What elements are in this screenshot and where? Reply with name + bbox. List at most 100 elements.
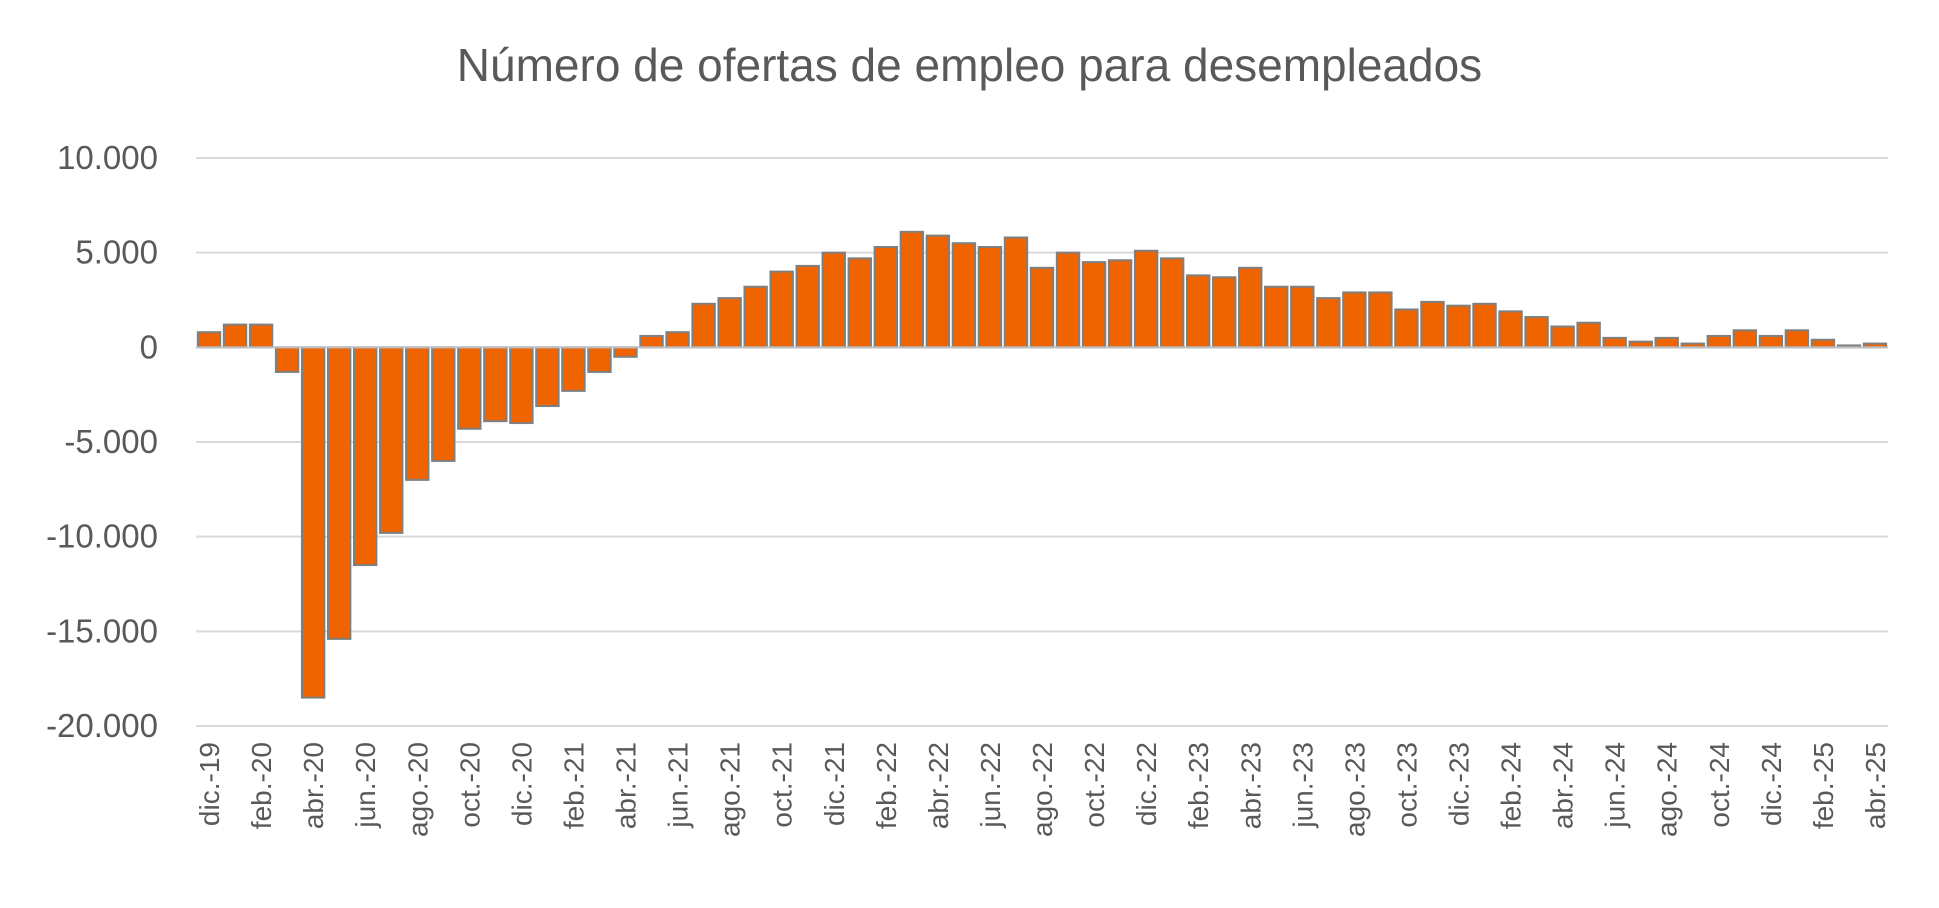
x-tick-label: oct.-22 [1079, 742, 1110, 828]
y-tick-label: 5.000 [75, 234, 158, 271]
x-tick-label: feb.-21 [558, 742, 589, 829]
x-tick-label: abr.-20 [298, 742, 329, 829]
bar [1107, 259, 1133, 349]
bar [405, 346, 430, 481]
x-tick-label: dic.-22 [1131, 742, 1162, 826]
bar [1706, 334, 1731, 349]
y-tick-label: -10.000 [46, 518, 158, 555]
bar [326, 346, 352, 640]
bar [613, 346, 638, 358]
bar [1732, 329, 1758, 349]
x-tick-label: oct.-21 [767, 742, 798, 828]
bar [1212, 276, 1237, 349]
x-tick-label: oct.-20 [454, 742, 485, 828]
bar [1758, 334, 1784, 349]
bar [1784, 329, 1810, 349]
bar [300, 346, 326, 699]
bar [1368, 291, 1393, 349]
bar [483, 346, 508, 423]
y-tick-label: 10.000 [57, 139, 158, 176]
bar [1185, 274, 1211, 349]
x-tick-label: abr.-24 [1548, 742, 1579, 829]
x-tick-label: abr.-21 [611, 742, 642, 829]
bar [1420, 300, 1445, 349]
bar [222, 323, 248, 349]
x-tick-label: ago.-23 [1339, 742, 1370, 837]
x-tick-label: abr.-23 [1235, 742, 1266, 829]
bar [743, 285, 768, 349]
x-tick-label: jun.-23 [1287, 742, 1318, 829]
bar [1342, 291, 1367, 349]
y-axis-ticks: 10.000 5.000 0 -5.000 -10.000 -15.000 -20.000 [46, 139, 158, 744]
bar [1159, 257, 1185, 349]
y-tick-label: -5.000 [64, 423, 158, 460]
bar [977, 245, 1003, 349]
bar [1290, 285, 1315, 349]
bar [1498, 310, 1523, 349]
bar [717, 297, 742, 349]
bar [1081, 261, 1107, 349]
x-tick-label: feb.-23 [1183, 742, 1214, 829]
x-tick-label: ago.-21 [715, 742, 746, 837]
gridlines [196, 157, 1888, 727]
bar [353, 346, 378, 567]
bar [431, 346, 456, 462]
bar [821, 251, 846, 349]
bar [1524, 316, 1549, 349]
x-axis-ticks: dic.-19 feb.-20 abr.-20 jun.-20 ago.-20 oct.-… [194, 742, 1891, 837]
bar [639, 334, 664, 349]
bar [1394, 308, 1419, 349]
bar [1238, 266, 1263, 349]
bar [379, 346, 404, 534]
x-tick-label: jun.-22 [975, 742, 1006, 829]
bar [1576, 321, 1601, 349]
bar [951, 242, 977, 349]
x-tick-label: jun.-21 [663, 742, 694, 829]
x-tick-label: feb.-22 [871, 742, 902, 829]
bar [1810, 338, 1836, 349]
x-tick-label: feb.-20 [246, 742, 277, 829]
y-tick-label: 0 [140, 328, 158, 365]
bar [457, 346, 482, 430]
x-tick-label: dic.-19 [194, 742, 225, 826]
bar [925, 234, 951, 349]
bar [1550, 325, 1575, 349]
bar [1055, 251, 1081, 349]
x-tick-label: dic.-20 [506, 742, 537, 826]
bar [1472, 302, 1497, 349]
bar [691, 302, 716, 349]
x-tick-label: ago.-20 [402, 742, 433, 837]
x-tick-label: ago.-22 [1027, 742, 1058, 837]
x-tick-label: abr.-22 [923, 742, 954, 829]
bar [899, 230, 925, 349]
x-tick-label: feb.-24 [1496, 742, 1527, 829]
bar [1602, 336, 1627, 349]
bar [587, 346, 612, 373]
bar [1029, 266, 1055, 349]
bar [1316, 297, 1341, 349]
bar [795, 264, 820, 349]
x-tick-label: feb.-25 [1808, 742, 1839, 829]
y-tick-label: -20.000 [46, 707, 158, 744]
bar [1654, 336, 1679, 349]
bar [274, 346, 300, 373]
x-tick-label: dic.-24 [1756, 742, 1787, 826]
x-tick-label: ago.-24 [1652, 742, 1683, 837]
chart-title: Número de ofertas de empleo para desempl… [456, 39, 1483, 91]
bar [769, 270, 794, 349]
bar [535, 346, 560, 408]
x-tick-label: oct.-24 [1704, 742, 1735, 828]
bar [665, 331, 690, 349]
x-tick-label: jun.-20 [350, 742, 381, 829]
x-tick-label: oct.-23 [1391, 742, 1422, 828]
y-tick-label: -15.000 [46, 612, 158, 649]
bars [196, 230, 1888, 699]
bar [847, 257, 872, 349]
bar [248, 323, 274, 349]
bar [196, 331, 222, 349]
x-tick-label: abr.-25 [1860, 742, 1891, 829]
bar [1133, 249, 1159, 349]
bar [873, 245, 899, 349]
x-tick-label: dic.-21 [819, 742, 850, 826]
